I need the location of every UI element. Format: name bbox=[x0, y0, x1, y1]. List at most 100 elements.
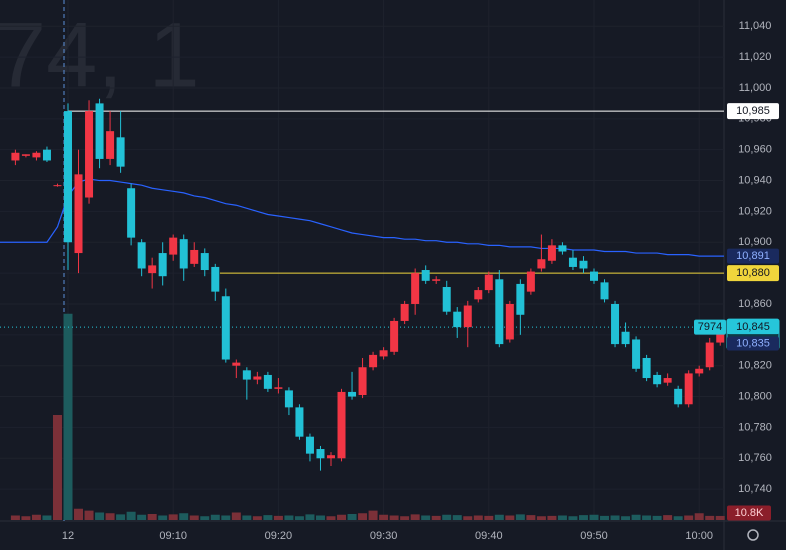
candle-body bbox=[95, 103, 104, 159]
volume-bar bbox=[410, 514, 420, 520]
volume-bar bbox=[694, 513, 704, 520]
candle-body bbox=[253, 376, 262, 380]
volume-bar bbox=[263, 515, 273, 520]
last-price-box bbox=[727, 319, 779, 335]
volume-bar bbox=[95, 512, 105, 520]
gear-icon[interactable] bbox=[747, 529, 759, 541]
volume-bar bbox=[631, 514, 641, 520]
volume-bar bbox=[10, 515, 20, 520]
y-tick-label: 10,900 bbox=[738, 236, 772, 248]
candle-body bbox=[495, 279, 504, 345]
candle-body bbox=[221, 296, 230, 360]
volume-bar bbox=[294, 516, 304, 520]
second-price-label: 10,835 bbox=[736, 337, 770, 349]
volume-bar bbox=[315, 515, 325, 520]
volume-bar bbox=[147, 514, 157, 520]
volume-bar bbox=[63, 313, 73, 520]
candle-body bbox=[358, 367, 367, 396]
price-line-label: 10,880 bbox=[736, 267, 770, 279]
volume-bar bbox=[189, 515, 199, 520]
volume-bar bbox=[578, 515, 588, 520]
candle-body bbox=[484, 274, 493, 291]
candle-body bbox=[232, 362, 241, 366]
candle-body bbox=[547, 245, 556, 261]
candle-body bbox=[53, 185, 62, 187]
volume-bar bbox=[21, 516, 31, 520]
volume-bar bbox=[600, 515, 610, 520]
x-tick-label: 09:50 bbox=[580, 530, 608, 542]
volume-bar bbox=[200, 516, 210, 520]
volume-bar bbox=[221, 515, 231, 520]
watermark: 74, 1 bbox=[0, 4, 200, 106]
last-price-label: 10,845 bbox=[736, 321, 770, 333]
candle-body bbox=[642, 357, 651, 379]
candle-body bbox=[568, 257, 577, 267]
volume-bar bbox=[673, 516, 683, 520]
candle-body bbox=[316, 449, 325, 459]
volume-bar bbox=[84, 510, 94, 520]
volume-bar bbox=[652, 515, 662, 520]
y-tick-label: 10,820 bbox=[738, 360, 772, 372]
volume-bar bbox=[610, 515, 620, 520]
candle-body bbox=[653, 374, 662, 385]
volume-bar bbox=[494, 514, 504, 520]
y-tick-label: 10,920 bbox=[738, 205, 772, 217]
ma-label-box bbox=[727, 248, 779, 264]
candle-body bbox=[590, 271, 598, 281]
candle-body bbox=[516, 283, 525, 315]
candle-body bbox=[295, 407, 304, 437]
last-price-tag: 7974 bbox=[698, 321, 722, 333]
volume-bar bbox=[484, 515, 494, 520]
volume-bar bbox=[168, 514, 178, 520]
volume-bar bbox=[463, 516, 473, 520]
candle-body bbox=[505, 303, 514, 340]
volume-bar bbox=[31, 514, 41, 520]
x-tick-label: 09:20 bbox=[265, 530, 293, 542]
candle-body bbox=[64, 111, 72, 243]
y-tick-label: 10,940 bbox=[738, 174, 772, 186]
candle-body bbox=[674, 388, 683, 405]
moving-average bbox=[0, 178, 724, 257]
candle-body bbox=[337, 391, 346, 459]
settings-button[interactable] bbox=[747, 529, 759, 541]
volume-bar bbox=[473, 515, 483, 520]
x-tick-label: 09:10 bbox=[159, 530, 187, 542]
volume-bar bbox=[347, 514, 357, 520]
volume-bar bbox=[252, 516, 262, 520]
volume-bar bbox=[42, 515, 52, 520]
volume-bar bbox=[116, 514, 126, 520]
candle-body bbox=[600, 282, 609, 300]
candle-body bbox=[611, 303, 620, 345]
volume-bar bbox=[52, 415, 62, 520]
volume-bar bbox=[442, 514, 452, 520]
candle-body bbox=[537, 259, 546, 269]
candle-body bbox=[579, 260, 588, 269]
volume-bar bbox=[526, 515, 536, 520]
candle-body bbox=[663, 378, 672, 383]
volume-bar bbox=[242, 515, 252, 520]
candle-body bbox=[390, 320, 399, 352]
y-tick-label: 10,780 bbox=[738, 421, 772, 433]
candle-body bbox=[106, 131, 115, 159]
candle-body bbox=[263, 374, 272, 389]
price-line-label-box bbox=[727, 265, 779, 282]
candle-body bbox=[85, 111, 94, 198]
candle-body bbox=[74, 174, 83, 254]
candle-body bbox=[327, 455, 335, 459]
x-tick-label: 10:00 bbox=[685, 530, 713, 542]
candle-body bbox=[169, 237, 178, 255]
y-tick-label: 10,960 bbox=[738, 144, 772, 156]
volume-bar bbox=[379, 514, 389, 520]
candle-body bbox=[190, 249, 199, 264]
last-price-tag-box bbox=[694, 319, 726, 335]
candle-body bbox=[621, 331, 630, 345]
candle-body bbox=[526, 271, 535, 292]
volume-bar bbox=[400, 516, 410, 520]
volume-bar bbox=[158, 515, 168, 520]
x-tick-label: 12 bbox=[62, 530, 74, 542]
candle-body bbox=[474, 290, 483, 300]
volume-bar bbox=[431, 515, 441, 520]
candle-body bbox=[442, 287, 451, 312]
ma-label: 10,891 bbox=[736, 250, 770, 262]
